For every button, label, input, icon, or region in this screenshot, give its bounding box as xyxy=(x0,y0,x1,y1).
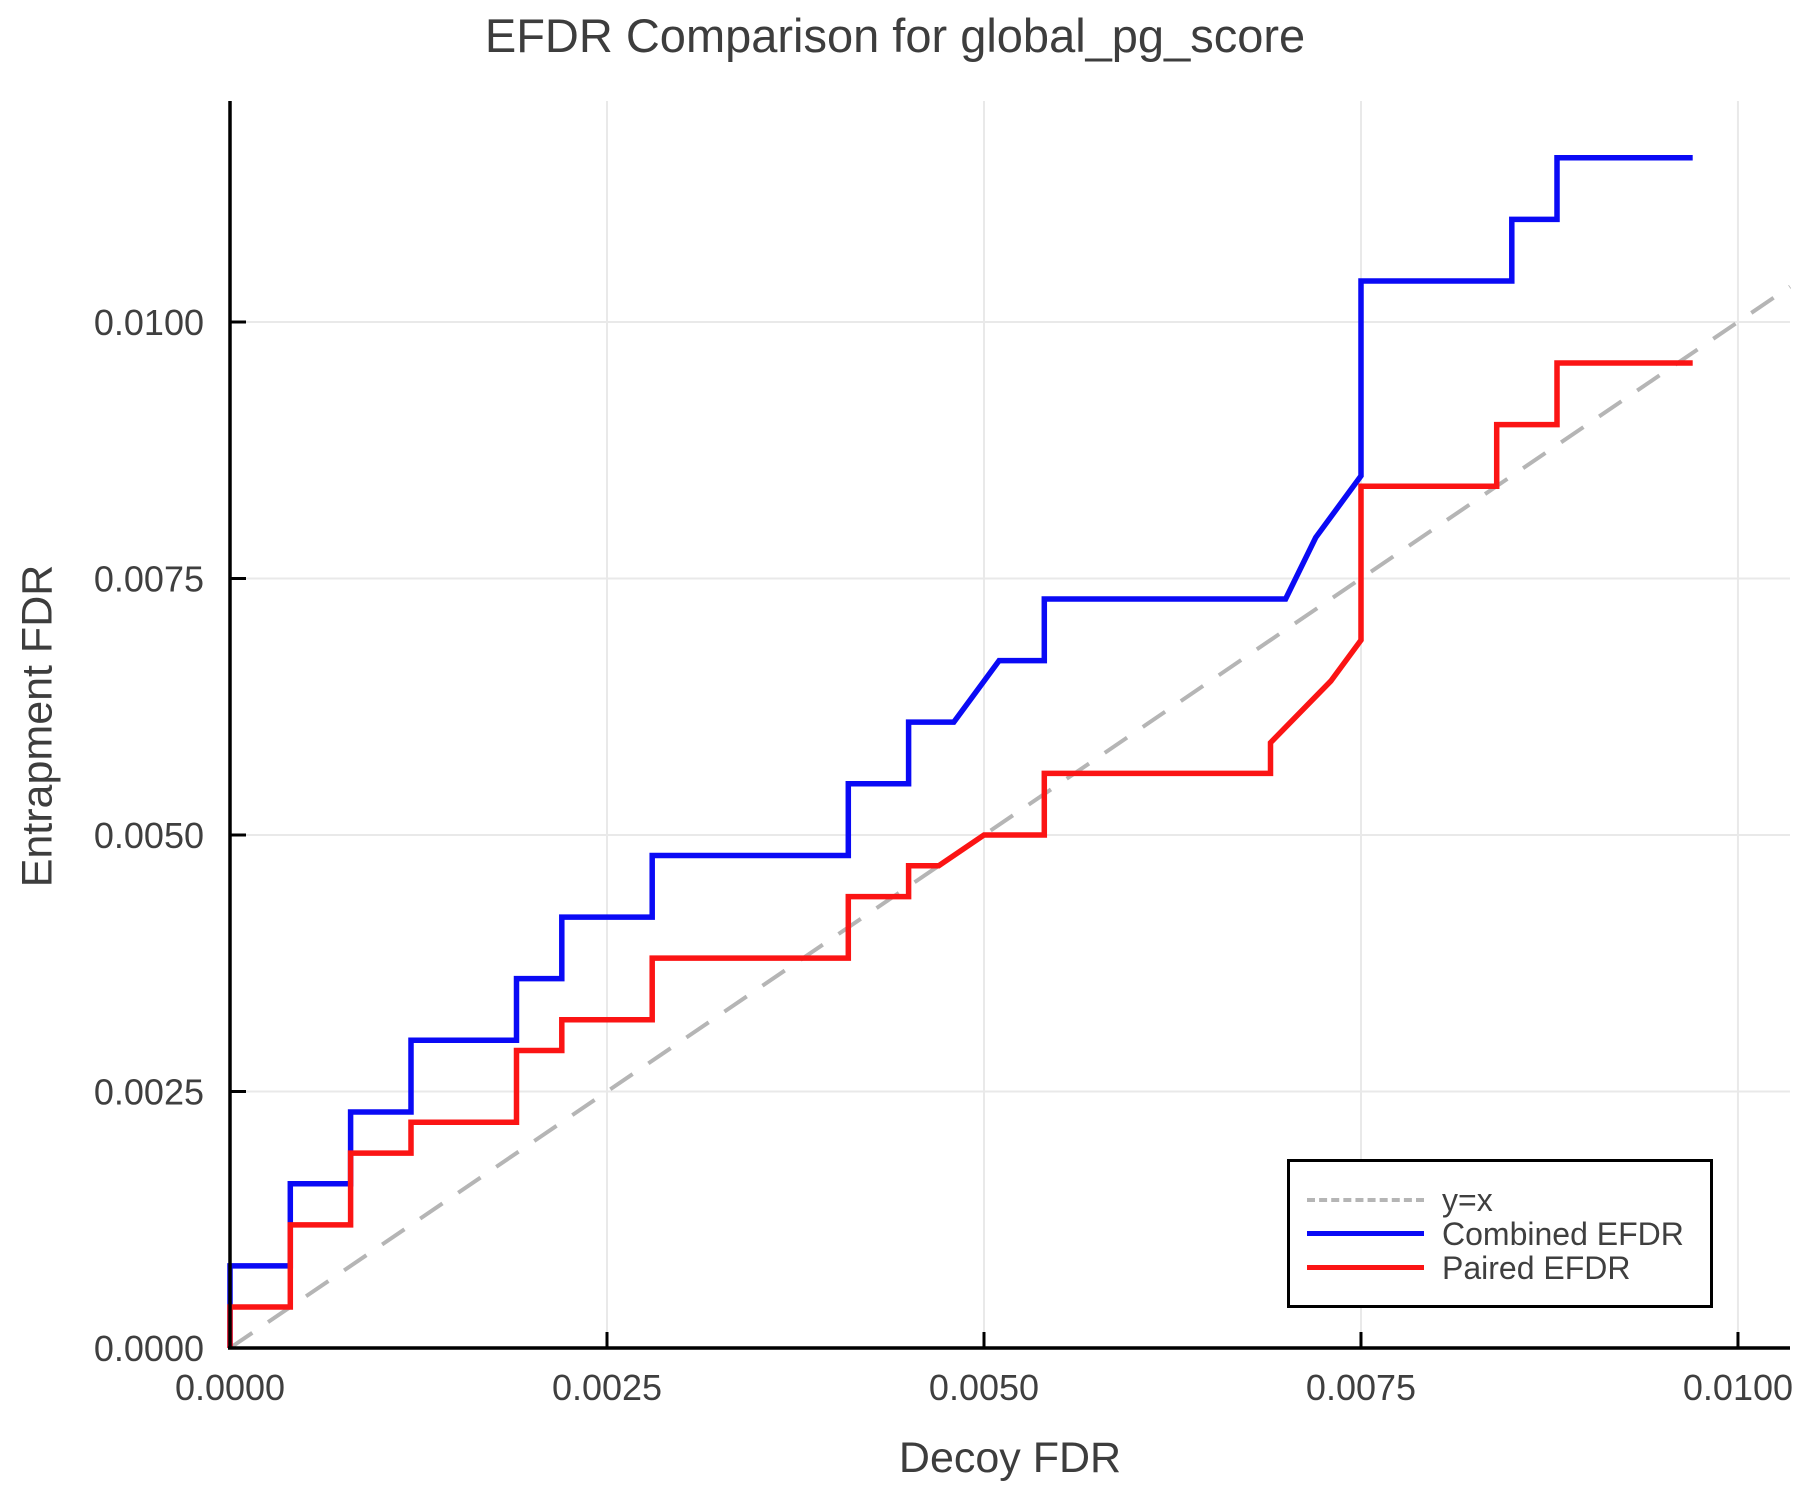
y-tick-label: 0.0025 xyxy=(94,1072,204,1113)
x-tick-label: 0.0100 xyxy=(1683,1367,1793,1408)
series-combined-efdr xyxy=(227,155,1693,1348)
y-tick-label: 0.0050 xyxy=(94,815,204,856)
series-y-x xyxy=(228,284,1792,1350)
legend-label: Paired EFDR xyxy=(1442,1249,1631,1286)
dashed-line-sample-icon xyxy=(1307,1197,1424,1202)
blue-line-sample-icon xyxy=(1307,1231,1424,1236)
legend-item-combined-efdr: Combined EFDR xyxy=(1307,1217,1710,1251)
x-axis-title: Decoy FDR xyxy=(898,1434,1122,1482)
x-tick-label: 0.0025 xyxy=(552,1367,662,1408)
series-paired-efdr xyxy=(227,360,1693,1348)
x-tick-label: 0.0050 xyxy=(929,1367,1039,1408)
y-tick-label: 0.0100 xyxy=(94,302,204,343)
y-tick-label: 0.0000 xyxy=(94,1328,204,1369)
legend-label: Combined EFDR xyxy=(1442,1215,1684,1252)
x-tick-label: 0.0000 xyxy=(175,1367,285,1408)
y-axis-title: Entrapment FDR xyxy=(13,564,62,888)
legend-item-yx: y=x xyxy=(1307,1183,1710,1217)
red-line-sample-icon xyxy=(1307,1265,1424,1270)
legend: y=x Combined EFDR Paired EFDR xyxy=(1287,1159,1713,1308)
x-tick-label: 0.0075 xyxy=(1306,1367,1416,1408)
chart-title: EFDR Comparison for global_pg_score xyxy=(484,9,1306,62)
y-tick-label: 0.0075 xyxy=(94,559,204,600)
legend-label: y=x xyxy=(1442,1181,1493,1218)
legend-item-paired-efdr: Paired EFDR xyxy=(1307,1251,1710,1285)
